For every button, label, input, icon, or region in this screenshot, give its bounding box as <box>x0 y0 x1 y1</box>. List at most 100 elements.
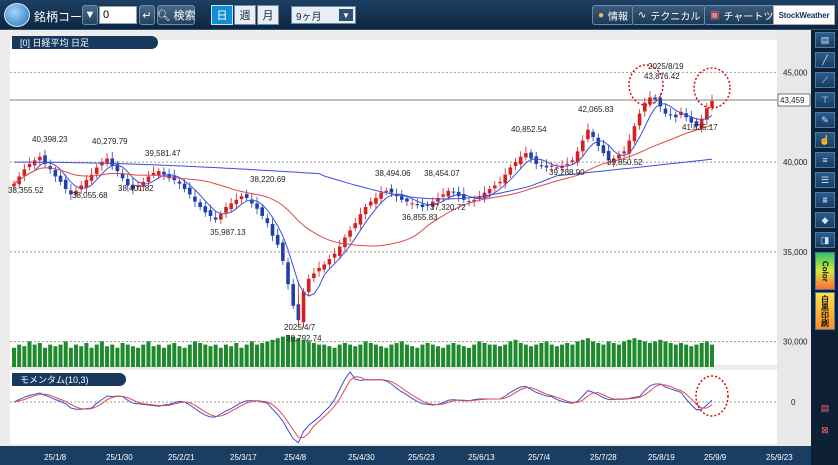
highlight-circle <box>695 375 729 417</box>
select-tool-icon[interactable]: ▤ <box>815 32 835 48</box>
candle-body <box>601 145 606 154</box>
candle-body <box>565 163 570 165</box>
tab-period-0[interactable]: 日 <box>211 5 233 25</box>
volume-bar <box>27 341 32 367</box>
fill-icon[interactable]: ◨ <box>815 232 835 248</box>
volume-bar <box>513 339 518 367</box>
enter-button[interactable]: ↵ <box>139 5 155 25</box>
volume-bar <box>74 344 79 367</box>
price-annotation: 38,401.82 <box>118 184 154 193</box>
candle-body <box>69 190 73 195</box>
volume-bar <box>311 343 316 367</box>
candle-body <box>487 189 492 194</box>
delete-icon[interactable]: ⊠ <box>815 422 835 438</box>
candle-body <box>679 111 683 116</box>
candle-body <box>156 171 161 176</box>
bw-print-button[interactable]: 白黒印刷 <box>815 292 835 330</box>
text-tool-icon[interactable]: ≡ <box>815 152 835 168</box>
x-tick-label: 25/2/21 <box>168 453 195 462</box>
price-annotation: 38,055.68 <box>72 191 108 200</box>
candle-body <box>79 185 84 190</box>
chart-area: 30,000 35,000 40,000 45,000 0 43,459 40,398.23… <box>0 30 811 465</box>
candle-body <box>399 196 404 200</box>
range-select[interactable]: 9ヶ月 ▼ <box>291 6 356 24</box>
price-annotation: 39,288.90 <box>549 168 585 177</box>
technical-button[interactable]: ∿ テクニカル <box>632 5 707 25</box>
candle-body <box>301 291 306 323</box>
candle-body <box>384 190 389 192</box>
pointer-icon[interactable]: ☝ <box>815 132 835 148</box>
candlestick-chart[interactable]: 30,000 35,000 40,000 45,000 0 43,459 40,398.23… <box>0 30 811 465</box>
candle-body <box>663 108 668 114</box>
trendline-icon[interactable]: ⟋ <box>815 72 835 88</box>
volume-bar <box>404 344 409 367</box>
candle-body <box>658 97 663 107</box>
volume-bar <box>487 344 492 367</box>
candle-body <box>265 218 270 224</box>
horizontal-line-icon[interactable]: ⊤ <box>815 92 835 108</box>
fibonacci-icon[interactable]: ⩩ <box>815 192 835 208</box>
volume-bar <box>167 344 172 367</box>
candle-body <box>549 165 554 167</box>
volume-bar <box>218 347 223 367</box>
info-button[interactable]: ● 情報 <box>592 5 635 25</box>
volume-bar <box>678 343 683 367</box>
price-annotation: 36,855.83 <box>402 213 438 222</box>
eraser-icon[interactable]: ◆ <box>815 212 835 228</box>
volume-bar <box>585 338 590 367</box>
volume-bar <box>647 343 652 367</box>
draw-line-icon[interactable]: ╱ <box>815 52 835 68</box>
candle-body <box>508 167 513 175</box>
code-input[interactable] <box>99 6 137 24</box>
volume-bar <box>12 347 16 367</box>
volume-bar <box>627 339 632 367</box>
candle-body <box>358 214 363 225</box>
grid-icon[interactable]: ☰ <box>815 172 835 188</box>
candle-body <box>379 192 383 199</box>
bw-label: 白黒印刷 <box>820 295 830 327</box>
momentum-zero-label: 0 <box>791 398 796 407</box>
candle-body <box>425 204 430 206</box>
candle-body <box>368 201 373 206</box>
code-dropdown-button[interactable]: ▼ <box>82 5 98 25</box>
volume-bar <box>22 346 27 367</box>
chevron-down-icon: ▼ <box>84 9 96 21</box>
volume-bar <box>53 346 58 367</box>
x-tick-label: 25/5/23 <box>408 453 435 462</box>
volume-bar <box>130 346 135 367</box>
volume-bar <box>663 341 668 367</box>
volume-bar <box>477 341 482 367</box>
y-tick-label: 35,000 <box>783 248 808 257</box>
volume-bar <box>529 346 534 367</box>
price-annotation: 2025/8/19 <box>648 62 684 71</box>
y-tick-label: 45,000 <box>783 68 808 77</box>
tab-period-1[interactable]: 週 <box>234 5 256 25</box>
volume-bar <box>580 339 585 367</box>
candle-body <box>596 137 601 146</box>
volume-bar <box>244 344 249 367</box>
volume-bar <box>229 346 234 367</box>
volume-bar <box>177 346 182 367</box>
tab-period-2[interactable]: 月 <box>257 5 279 25</box>
volume-bar <box>704 341 709 367</box>
volume-bar <box>161 347 166 367</box>
candle-body <box>22 169 27 176</box>
color-mode-button[interactable]: Color <box>815 252 835 290</box>
print-icon[interactable]: ▤ <box>815 400 835 416</box>
candle-body <box>653 97 657 100</box>
volume-bar <box>249 341 254 367</box>
volume-bar <box>492 344 497 367</box>
momentum-signal-line <box>13 376 713 439</box>
search-button[interactable]: 🔍︎ 検索 <box>157 5 195 25</box>
volume-bar <box>368 343 373 367</box>
candle-body <box>451 191 456 193</box>
volume-bar <box>48 344 53 367</box>
candle-body <box>580 140 585 152</box>
pencil-icon[interactable]: ✎ <box>815 112 835 128</box>
color-label: Color <box>820 260 830 282</box>
volume-bar <box>198 343 203 367</box>
price-annotation: 40,852.54 <box>511 125 547 134</box>
volume-bar <box>622 341 627 367</box>
price-annotation: 43,876.42 <box>644 72 680 81</box>
candle-body <box>131 184 135 190</box>
